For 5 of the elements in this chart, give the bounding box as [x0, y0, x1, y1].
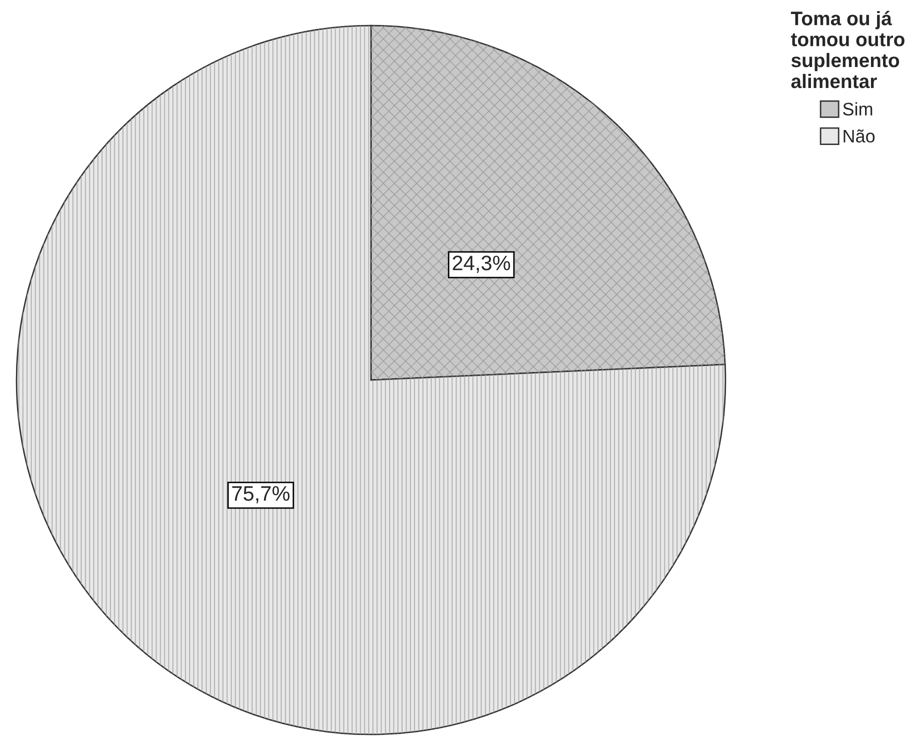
legend-title: Toma ou já tomou outro suplemento alimentar	[790, 10, 904, 88]
legend-label: Não	[844, 129, 875, 143]
legend-label: Sim	[843, 102, 872, 116]
data-label: 75,7%	[232, 486, 290, 504]
data-label: 24,3%	[452, 256, 510, 273]
